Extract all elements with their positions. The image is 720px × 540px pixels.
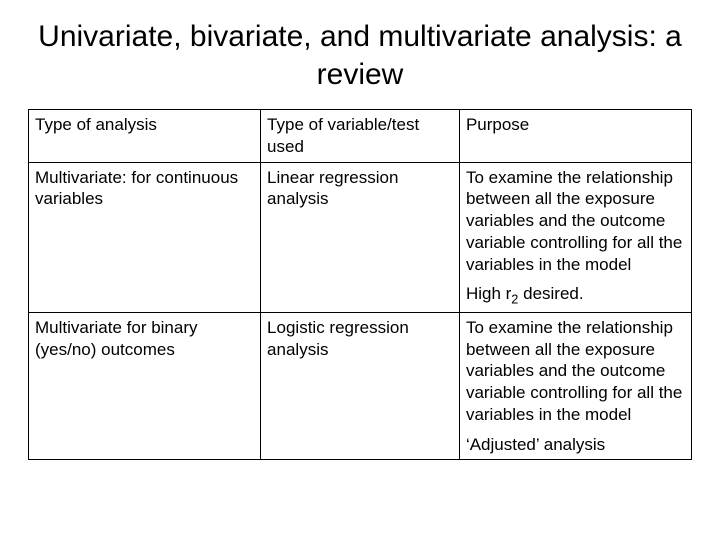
table-header-row: Type of analysis Type of variable/test u… [29,110,692,163]
cell-analysis-binary: Multivariate for binary (yes/no) outcome… [29,312,261,460]
purpose-text-p1: To examine the relationship between all … [466,167,685,276]
cell-purpose-logistic: To examine the relationship between all … [459,312,691,460]
header-purpose: Purpose [459,110,691,163]
header-type-analysis: Type of analysis [29,110,261,163]
slide-title: Univariate, bivariate, and multivariate … [28,18,692,93]
purpose-text-p2: ‘Adjusted’ analysis [466,434,685,456]
analysis-table: Type of analysis Type of variable/test u… [28,109,692,460]
header-type-variable: Type of variable/test used [261,110,460,163]
purpose-text-p2: High r2 desired. [466,283,685,308]
cell-analysis-continuous: Multivariate: for continuous variables [29,162,261,312]
cell-purpose-linear: To examine the relationship between all … [459,162,691,312]
cell-test-linear: Linear regression analysis [261,162,460,312]
purpose-text-p1: To examine the relationship between all … [466,317,685,426]
table-row: Multivariate: for continuous variables L… [29,162,692,312]
cell-test-logistic: Logistic regression analysis [261,312,460,460]
table-row: Multivariate for binary (yes/no) outcome… [29,312,692,460]
